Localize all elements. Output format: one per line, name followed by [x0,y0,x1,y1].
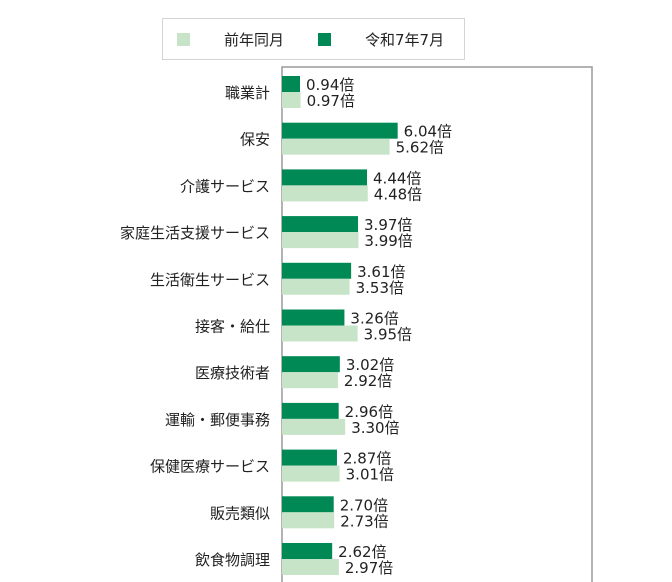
bar-previous-year [282,92,301,108]
data-label-previous-year: 3.01倍 [346,466,394,484]
category-label: 接客・給仕 [195,318,270,336]
bar-previous-year [282,185,368,202]
bar-previous-year [282,138,390,155]
bar-current [282,169,368,186]
category-label: 販売類似 [210,504,270,522]
bar-previous-year [282,325,358,342]
category-label: 職業計 [225,84,270,102]
legend-label-previous-year: 前年同月 [224,30,285,49]
bar-previous-year [282,278,350,295]
data-label-current: 3.97倍 [364,216,412,234]
bar-current [282,309,345,326]
bar-current [282,122,398,139]
legend-item-previous-year: 前年同月 [177,29,284,49]
category-label: 飲食物調理 [195,551,270,569]
category-label: 運輸・郵便事務 [165,411,270,429]
category-label: 医療技術者 [195,364,270,382]
category-label: 家庭生活支援サービス [120,224,270,242]
legend-swatch-previous-year [177,32,190,46]
legend-swatch-current [318,32,331,46]
data-label-current: 2.62倍 [338,543,386,561]
bar-previous-year [282,512,335,529]
data-label-previous-year: 3.99倍 [364,232,412,250]
data-label-previous-year: 5.62倍 [396,139,444,157]
bar-current [282,76,301,92]
data-label-previous-year: 2.73倍 [340,512,388,530]
data-label-previous-year: 3.95倍 [364,326,412,344]
legend-label-current: 令和7年7月 [365,30,445,49]
bar-current [282,216,359,233]
data-label-previous-year: 0.97倍 [307,92,355,110]
data-label-current: 3.61倍 [357,263,405,281]
category-label: 保健医療サービス [150,458,270,476]
bar-previous-year [282,232,359,249]
data-label-current: 6.04倍 [404,123,452,141]
category-label: 生活衛生サービス [150,271,270,289]
bar-current [282,262,352,279]
bar-current [282,356,340,373]
data-label-current: 2.87倍 [343,450,391,468]
data-label-current: 0.94倍 [306,76,354,94]
bar-current [282,402,339,419]
legend-item-current: 令和7年7月 [318,29,444,49]
data-label-previous-year: 3.53倍 [356,279,404,297]
data-label-previous-year: 2.92倍 [344,372,392,390]
category-label: 介護サービス [180,177,270,195]
bar-current [282,543,333,559]
data-label-current: 2.96倍 [345,403,393,421]
legend: 前年同月 令和7年7月 [162,18,465,60]
bar-previous-year [282,465,340,482]
data-label-previous-year: 4.48倍 [374,185,422,203]
category-label: 保安 [240,131,270,149]
bar-previous-year [282,559,339,575]
bar-current [282,449,337,466]
data-label-current: 4.44倍 [373,169,421,187]
data-label-current: 3.02倍 [346,356,394,374]
bar-previous-year [282,372,338,389]
data-label-current: 2.70倍 [340,496,388,514]
data-label-previous-year: 3.30倍 [351,419,399,437]
bar-current [282,496,334,513]
data-label-current: 3.26倍 [350,310,398,328]
data-label-previous-year: 2.97倍 [345,559,393,577]
bar-previous-year [282,418,346,435]
